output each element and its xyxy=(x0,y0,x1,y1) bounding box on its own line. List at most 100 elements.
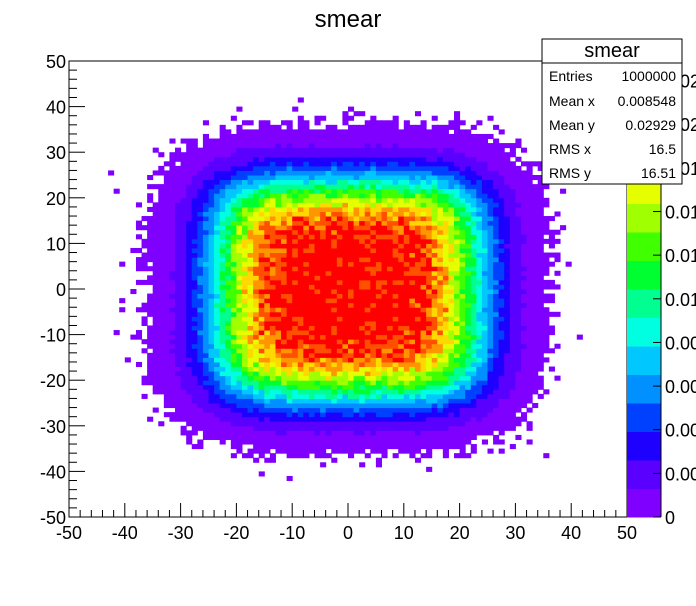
heatmap-cell xyxy=(281,270,288,276)
heatmap-cell xyxy=(465,293,472,299)
heatmap-cell xyxy=(169,389,176,395)
heatmap-cell xyxy=(459,403,466,409)
heatmap-cell xyxy=(314,270,321,276)
heatmap-cell xyxy=(253,439,260,445)
heatmap-cell xyxy=(325,339,332,345)
heatmap-cell xyxy=(498,334,505,340)
heatmap-cell xyxy=(175,357,182,363)
heatmap-cell xyxy=(504,403,511,409)
heatmap-cell xyxy=(275,133,282,140)
heatmap-cell xyxy=(230,238,237,244)
heatmap-cell xyxy=(230,211,237,217)
heatmap-cell xyxy=(387,179,394,185)
heatmap-cell xyxy=(336,384,343,390)
heatmap-cell xyxy=(258,448,265,454)
heatmap-cell xyxy=(292,252,299,258)
heatmap-cell xyxy=(241,430,249,436)
heatmap-cell xyxy=(526,348,533,354)
heatmap-cell xyxy=(236,343,243,349)
heatmap-cell xyxy=(247,375,254,381)
heatmap-cell xyxy=(526,275,533,281)
heatmap-cell xyxy=(292,193,299,199)
heatmap-cell xyxy=(214,325,221,331)
heatmap-cell xyxy=(225,184,232,190)
heatmap-cell xyxy=(348,216,355,222)
heatmap-cell xyxy=(470,425,477,431)
heatmap-cell xyxy=(375,202,382,208)
heatmap-cell xyxy=(414,311,422,317)
heatmap-cell xyxy=(336,229,343,235)
heatmap-cell xyxy=(147,416,154,422)
heatmap-cell xyxy=(225,143,232,149)
heatmap-cell xyxy=(119,307,126,313)
heatmap-cell xyxy=(225,279,232,285)
heatmap-cell xyxy=(526,238,533,244)
heatmap-cell xyxy=(135,261,143,267)
heatmap-cell xyxy=(236,421,243,427)
heatmap-cell xyxy=(292,380,299,386)
heatmap-cell xyxy=(359,165,366,171)
heatmap-cell xyxy=(414,129,422,135)
heatmap-cell xyxy=(180,407,187,413)
heatmap-cell xyxy=(420,325,427,331)
heatmap-cell xyxy=(493,384,500,390)
heatmap-cell xyxy=(225,425,232,431)
heatmap-cell xyxy=(281,184,288,190)
heatmap-cell xyxy=(292,371,299,377)
heatmap-cell xyxy=(409,275,416,281)
heatmap-cell xyxy=(370,156,377,162)
heatmap-cell xyxy=(509,229,516,235)
heatmap-cell xyxy=(208,143,215,149)
heatmap-cell xyxy=(297,138,304,144)
heatmap-cell xyxy=(202,229,209,235)
heatmap-cell xyxy=(459,430,466,436)
heatmap-cell xyxy=(281,257,288,263)
heatmap-cell xyxy=(186,316,193,322)
heatmap-cell xyxy=(297,238,304,244)
heatmap-cell xyxy=(509,389,516,395)
heatmap-cell xyxy=(348,325,355,331)
heatmap-cell xyxy=(364,425,371,431)
heatmap-cell xyxy=(515,366,522,372)
heatmap-cell xyxy=(509,234,516,240)
heatmap-cell xyxy=(169,289,176,295)
heatmap-cell xyxy=(241,165,249,171)
heatmap-cell xyxy=(269,439,276,445)
heatmap-cell xyxy=(247,266,254,272)
heatmap-cell xyxy=(381,197,388,203)
heatmap-cell xyxy=(292,211,299,217)
heatmap-cell xyxy=(353,197,360,203)
heatmap-cell xyxy=(437,361,444,368)
heatmap-cell xyxy=(537,320,544,326)
heatmap-cell xyxy=(420,339,427,345)
heatmap-cell xyxy=(230,398,237,404)
heatmap-cell xyxy=(420,380,427,386)
heatmap-cell xyxy=(325,302,332,308)
heatmap-cell xyxy=(420,216,427,222)
heatmap-cell xyxy=(163,316,170,322)
heatmap-cell xyxy=(253,147,260,153)
heatmap-cell xyxy=(219,175,226,181)
heatmap-cell xyxy=(537,279,544,285)
heatmap-cell xyxy=(387,284,394,290)
heatmap-cell xyxy=(314,444,321,450)
heatmap-cell xyxy=(537,184,544,190)
heatmap-cell xyxy=(465,225,472,231)
heatmap-cell xyxy=(515,225,522,231)
heatmap-cell xyxy=(230,361,237,368)
heatmap-cell xyxy=(275,380,282,386)
heatmap-cell xyxy=(292,284,299,290)
heatmap-cell xyxy=(398,220,405,226)
heatmap-cell xyxy=(465,334,472,340)
heatmap-cell xyxy=(230,389,237,395)
heatmap-cell xyxy=(281,302,288,308)
heatmap-cell xyxy=(498,430,505,436)
heatmap-cell xyxy=(481,352,488,358)
heatmap-cell xyxy=(202,202,209,208)
heatmap-cell xyxy=(409,143,416,149)
heatmap-cell xyxy=(375,179,382,185)
heatmap-cell xyxy=(481,229,488,235)
heatmap-cell xyxy=(387,234,394,240)
heatmap-cell xyxy=(124,357,131,363)
heatmap-cell xyxy=(459,261,466,267)
